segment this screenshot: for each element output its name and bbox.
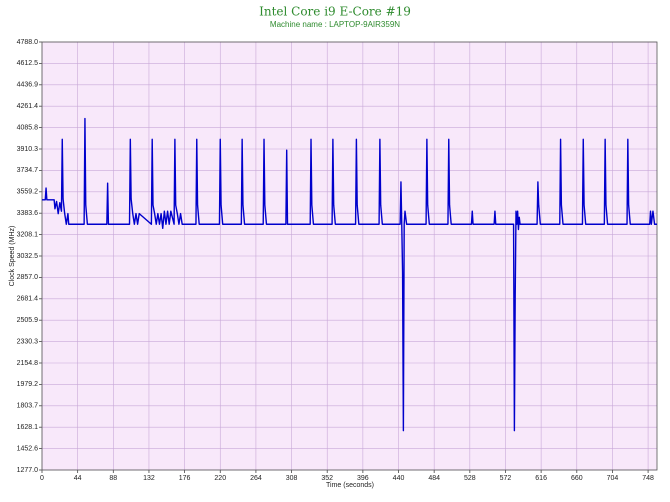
x-tick-label: 660 [571,475,583,482]
y-tick-label: 1803.7 [17,403,39,410]
y-tick-label: 2154.8 [17,360,39,367]
chart-title: Intel Core i9 E-Core #19 [259,5,411,19]
x-tick-label: 352 [321,475,333,482]
y-tick-label: 3734.7 [17,167,39,174]
y-tick-label: 3559.2 [17,189,39,196]
y-tick-label: 1452.6 [17,445,39,452]
plot-frame [41,41,658,471]
y-tick-label: 2857.0 [17,274,39,281]
x-tick-label: 748 [642,475,654,482]
chart-subtitle: Machine name : LAPTOP-9AIR359N [270,20,400,29]
y-tick-label: 3910.3 [17,146,39,153]
x-tick-label: 88 [109,475,117,482]
x-tick-label: 616 [535,475,547,482]
x-tick-label: 484 [428,475,440,482]
x-tick-label: 308 [286,475,298,482]
y-tick-label: 2505.9 [17,317,39,324]
data-line [42,117,657,432]
x-tick-label: 176 [179,475,191,482]
y-tick-label: 3032.5 [17,253,39,260]
y-tick-label: 1979.2 [17,381,39,388]
y-tick-label: 4085.8 [17,124,39,131]
y-tick-label: 4436.9 [17,82,39,89]
y-tick-label: 4612.5 [17,60,39,67]
y-axis-label: Clock Speed (MHz) [9,226,16,287]
x-tick-label: 704 [607,475,619,482]
x-tick-label: 572 [500,475,512,482]
y-tick-label: 2330.3 [17,338,39,345]
x-tick-label: 132 [143,475,155,482]
x-tick-label: 264 [250,475,262,482]
y-tick-label: 1628.1 [17,424,39,431]
x-tick-label: 528 [464,475,476,482]
y-tick-label: 2681.4 [17,296,39,303]
x-tick-label: 440 [393,475,405,482]
y-tick-label: 1277.0 [17,467,39,474]
y-tick-label: 4788.0 [17,39,39,46]
y-tick-label: 4261.4 [17,103,39,110]
x-axis-label: Time (seconds) [326,482,374,489]
y-tick-label: 3208.1 [17,231,39,238]
x-tick-label: 220 [214,475,226,482]
x-tick-label: 0 [40,475,44,482]
x-tick-label: 396 [357,475,369,482]
y-tick-label: 3383.6 [17,210,39,217]
x-tick-label: 44 [74,475,82,482]
